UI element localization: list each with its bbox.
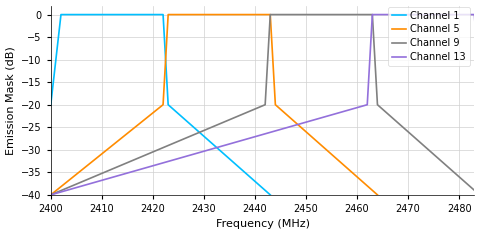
Channel 5 [374, 193, 380, 196]
Channel 9 [370, 13, 375, 16]
X-axis label: Frequency (MHz): Frequency (MHz) [216, 219, 310, 229]
Y-axis label: Emission Mask (dB): Emission Mask (dB) [6, 46, 15, 155]
Channel 13 [477, 103, 480, 106]
Channel 1 [58, 13, 64, 16]
Channel 1 [267, 193, 273, 196]
Channel 9 [267, 13, 273, 16]
Line: Channel 9: Channel 9 [51, 15, 480, 195]
Channel 13 [370, 13, 375, 16]
Line: Channel 1: Channel 1 [51, 15, 270, 195]
Channel 13 [471, 13, 477, 16]
Channel 5 [48, 193, 54, 196]
Channel 5 [165, 13, 171, 16]
Line: Channel 5: Channel 5 [51, 15, 377, 195]
Channel 5 [273, 103, 278, 106]
Channel 9 [262, 103, 268, 106]
Channel 5 [267, 13, 273, 16]
Channel 9 [48, 193, 54, 196]
Channel 1 [48, 103, 54, 106]
Channel 9 [477, 193, 480, 196]
Channel 1 [160, 13, 166, 16]
Line: Channel 13: Channel 13 [51, 15, 480, 195]
Channel 13 [48, 193, 54, 196]
Channel 1 [165, 103, 171, 106]
Channel 9 [374, 103, 380, 106]
Legend: Channel 1, Channel 5, Channel 9, Channel 13: Channel 1, Channel 5, Channel 9, Channel… [388, 7, 469, 66]
Channel 5 [160, 103, 166, 106]
Channel 13 [364, 103, 370, 106]
